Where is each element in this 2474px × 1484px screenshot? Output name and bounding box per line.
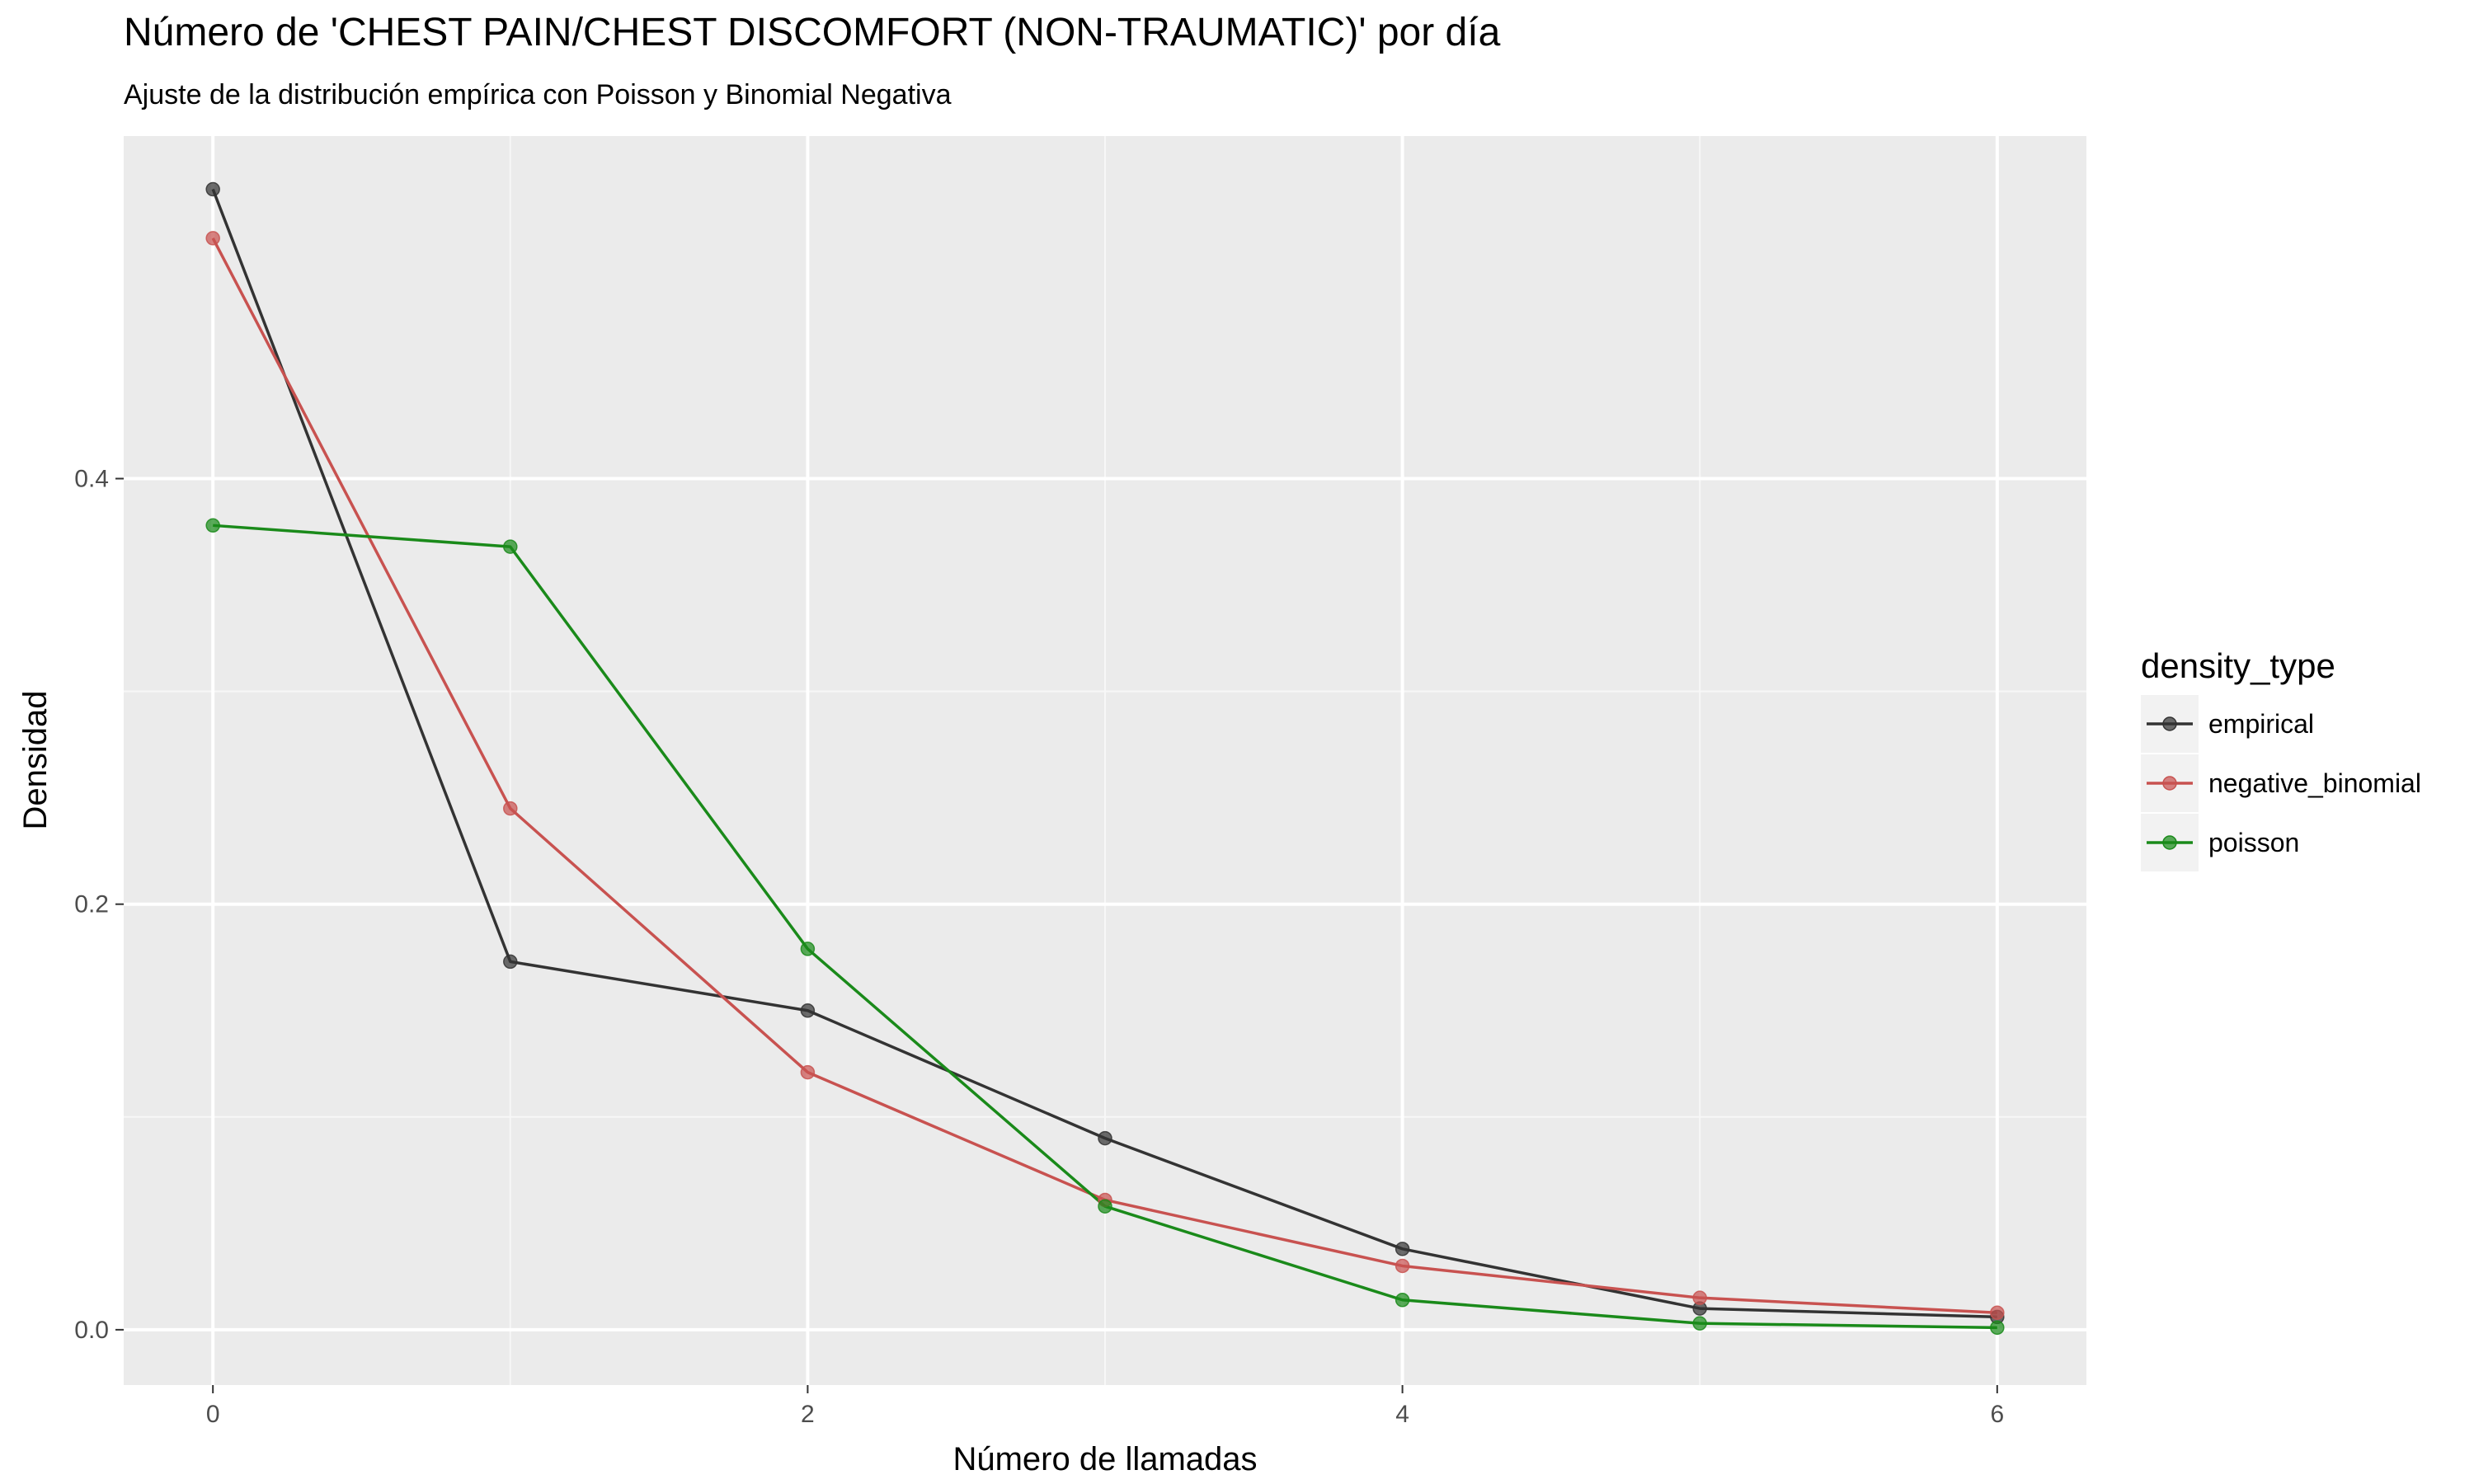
data-point-empirical	[1098, 1130, 1112, 1146]
legend-point-poisson	[2162, 835, 2177, 850]
legend-point-negative_binomial	[2162, 776, 2177, 791]
data-point-negative_binomial	[1395, 1258, 1410, 1274]
data-point-empirical	[503, 954, 518, 970]
data-point-negative_binomial	[205, 231, 220, 246]
data-point-poisson	[1395, 1293, 1410, 1308]
data-point-empirical	[800, 1003, 816, 1018]
y-axis: 0.0 0.2 0.4	[74, 466, 124, 1344]
data-point-poisson	[503, 539, 518, 554]
legend-label-poisson: poisson	[2208, 828, 2299, 857]
x-tick-label: 4	[1395, 1401, 1409, 1428]
y-axis-title: Densidad	[17, 690, 54, 829]
data-point-empirical	[205, 181, 220, 197]
legend-title: density_type	[2141, 646, 2335, 685]
x-tick-label: 0	[206, 1401, 220, 1428]
data-point-negative_binomial	[1692, 1290, 1707, 1305]
series-points	[205, 181, 2005, 1336]
data-point-negative_binomial	[800, 1064, 816, 1080]
x-tick-label: 6	[1990, 1401, 2004, 1428]
data-point-poisson	[1098, 1199, 1112, 1214]
x-axis-title: Número de llamadas	[952, 1441, 1257, 1477]
data-point-poisson	[205, 518, 220, 533]
legend-label-negative_binomial: negative_binomial	[2208, 768, 2421, 798]
legend-label-empirical: empirical	[2208, 709, 2314, 739]
data-point-negative_binomial	[503, 801, 518, 816]
chart-subtitle: Ajuste de la distribución empírica con P…	[124, 79, 952, 110]
legend-point-empirical	[2162, 716, 2177, 731]
legend: density_type empirical negative_binomialp…	[2141, 646, 2421, 871]
y-tick-label: 0.4	[74, 466, 109, 493]
x-tick-label: 2	[801, 1401, 815, 1428]
data-point-negative_binomial	[1990, 1305, 2005, 1320]
data-point-poisson	[800, 942, 816, 956]
x-axis: 0 2 4 6	[206, 1385, 2004, 1428]
grid-major	[124, 136, 2086, 1385]
y-tick-label: 0.2	[74, 891, 109, 918]
data-point-poisson	[1692, 1316, 1707, 1331]
data-point-poisson	[1990, 1320, 2005, 1336]
chart-title: Número de 'CHEST PAIN/CHEST DISCOMFORT (…	[124, 11, 1501, 54]
y-tick-label: 0.0	[74, 1317, 109, 1344]
data-point-empirical	[1395, 1242, 1410, 1256]
